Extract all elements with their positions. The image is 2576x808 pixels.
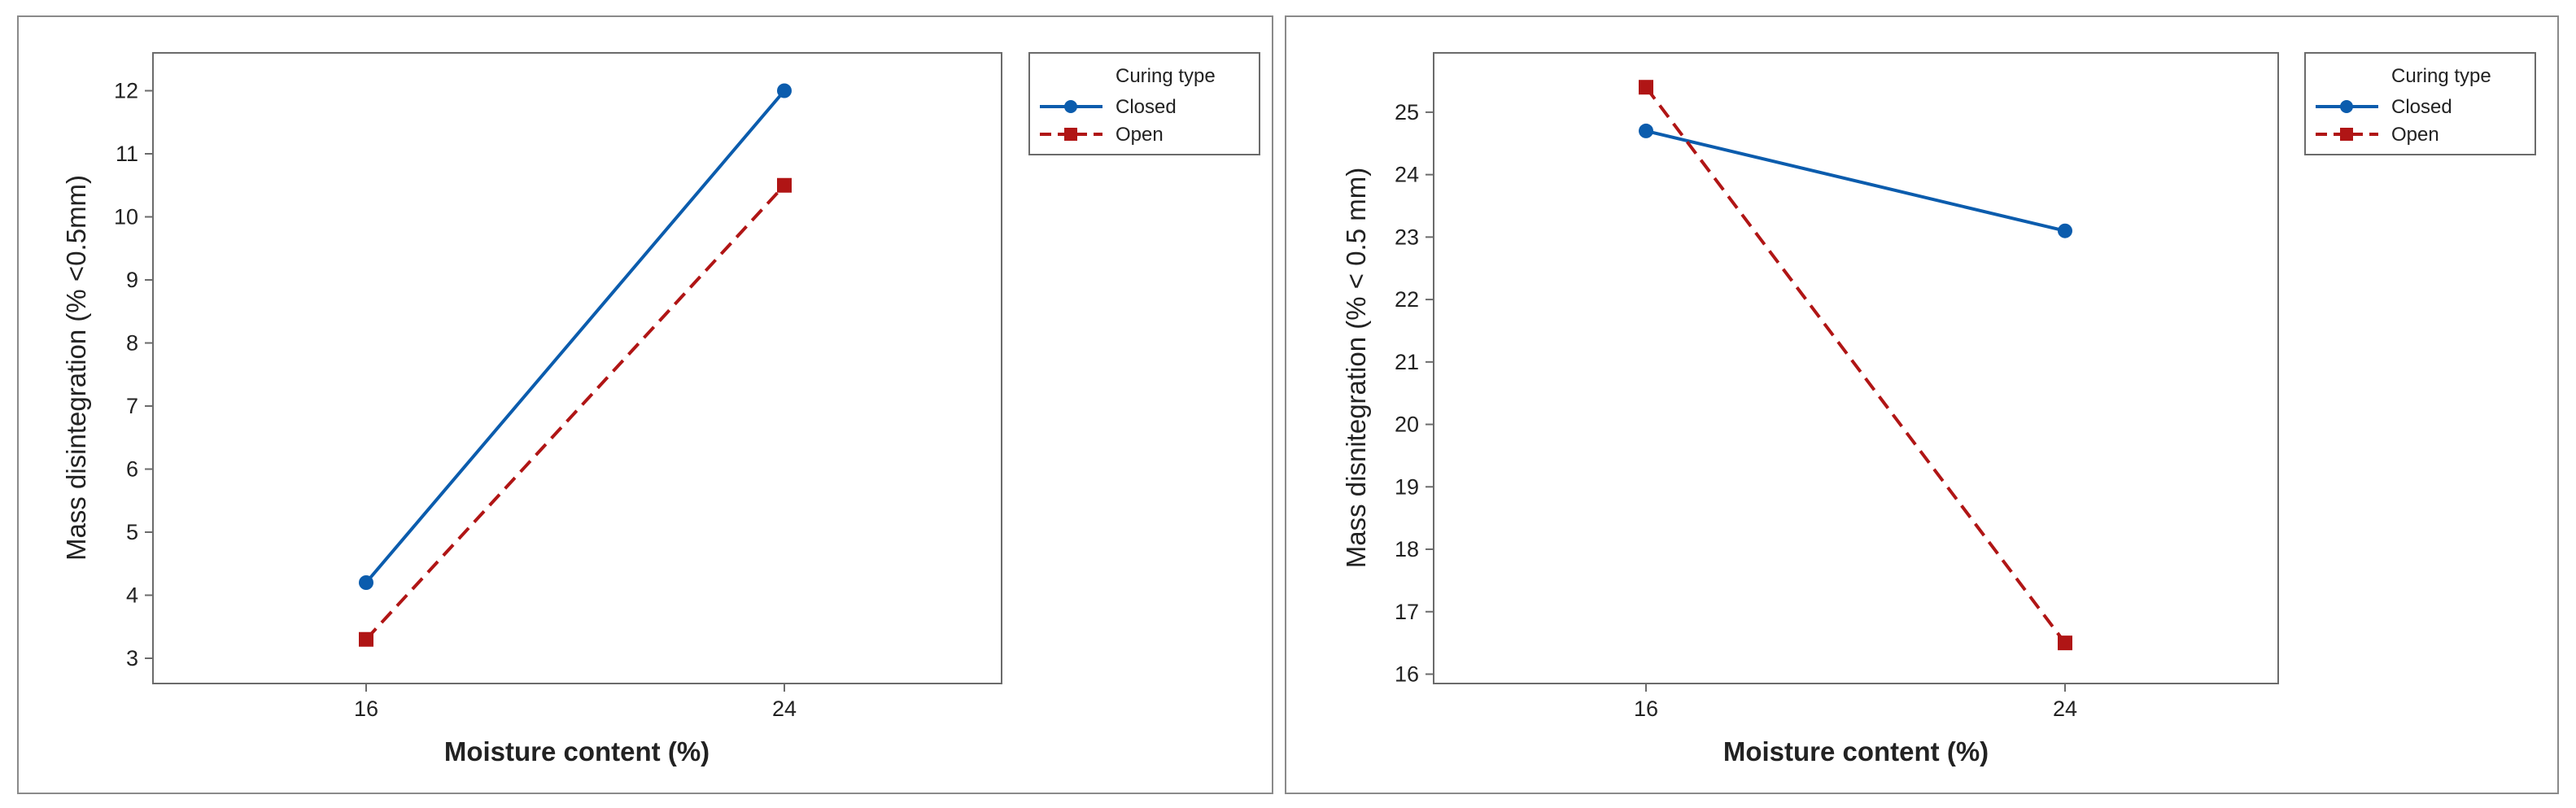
legend-title: Curing type bbox=[1116, 65, 1216, 87]
y-axis: 3 4 5 6 7 8 9 10 11 12 bbox=[114, 79, 153, 670]
y-tick-label: 18 bbox=[1395, 537, 1419, 561]
legend-entry-closed: Closed bbox=[1116, 96, 1177, 118]
plot-area bbox=[152, 52, 1002, 684]
legend-entry-closed: Closed bbox=[2391, 96, 2452, 118]
y-tick-label: 17 bbox=[1395, 600, 1419, 624]
data-point-open bbox=[359, 631, 373, 647]
y-tick-label: 10 bbox=[114, 205, 138, 229]
legend-entry-open: Open bbox=[2391, 124, 2439, 146]
series-lines bbox=[359, 83, 792, 647]
y-tick-label: 12 bbox=[114, 79, 138, 103]
data-point-closed bbox=[2058, 223, 2072, 238]
legend: Curing type Closed Open bbox=[1028, 52, 1260, 155]
data-point-open bbox=[1639, 80, 1653, 95]
data-point-closed bbox=[359, 575, 373, 590]
y-tick-label: 23 bbox=[1395, 225, 1419, 249]
legend: Curing type Closed Open bbox=[2304, 52, 2536, 155]
y-tick-label: 7 bbox=[126, 394, 138, 418]
y-tick-label: 25 bbox=[1395, 100, 1419, 124]
x-axis-label: Moisture content (%) bbox=[444, 736, 709, 767]
legend-marker-square bbox=[2340, 128, 2353, 141]
legend-marker-square bbox=[1064, 128, 1077, 141]
data-point-open bbox=[2058, 635, 2072, 651]
y-tick-label: 11 bbox=[116, 142, 138, 166]
legend-entry-open: Open bbox=[1116, 124, 1164, 146]
y-tick-label: 4 bbox=[126, 583, 138, 608]
series-line-open bbox=[1644, 85, 2067, 644]
x-tick-label: 24 bbox=[772, 697, 797, 721]
data-point-closed bbox=[777, 83, 792, 98]
y-tick-label: 19 bbox=[1395, 474, 1419, 499]
y-tick-label: 24 bbox=[1395, 163, 1419, 187]
x-tick-label: 24 bbox=[2053, 697, 2077, 721]
series-line-open bbox=[365, 184, 786, 641]
series-lines bbox=[1639, 80, 2072, 651]
y-axis-label: Mass disnitegration (% < 0.5 mm) bbox=[1341, 168, 1371, 568]
y-tick-label: 20 bbox=[1395, 413, 1419, 437]
y-tick-label: 5 bbox=[126, 520, 138, 544]
y-axis-label: Mass disintegration (% <0.5mm) bbox=[61, 175, 91, 561]
y-tick-label: 9 bbox=[126, 268, 138, 292]
x-tick-label: 16 bbox=[354, 697, 378, 721]
data-point-open bbox=[777, 177, 792, 193]
x-axis: 16 24 bbox=[1634, 684, 2077, 721]
y-tick-label: 8 bbox=[126, 331, 138, 356]
y-tick-label: 21 bbox=[1395, 350, 1419, 374]
y-tick-label: 6 bbox=[126, 457, 138, 482]
x-tick-label: 16 bbox=[1634, 697, 1658, 721]
legend-marker-circle bbox=[2340, 100, 2353, 113]
data-point-closed bbox=[1639, 123, 1653, 138]
y-axis: 16 17 18 19 20 21 22 23 24 25 bbox=[1395, 100, 1434, 686]
series-line-closed bbox=[1645, 129, 2066, 233]
y-tick-label: 3 bbox=[126, 646, 138, 670]
legend-marker-circle bbox=[1064, 100, 1077, 113]
y-tick-label: 22 bbox=[1395, 287, 1419, 312]
legend-title: Curing type bbox=[2391, 65, 2491, 87]
x-axis: 16 24 bbox=[354, 684, 797, 721]
series-line-closed bbox=[365, 90, 786, 584]
y-tick-label: 16 bbox=[1395, 662, 1419, 686]
x-axis-label: Moisture content (%) bbox=[1723, 736, 1989, 767]
